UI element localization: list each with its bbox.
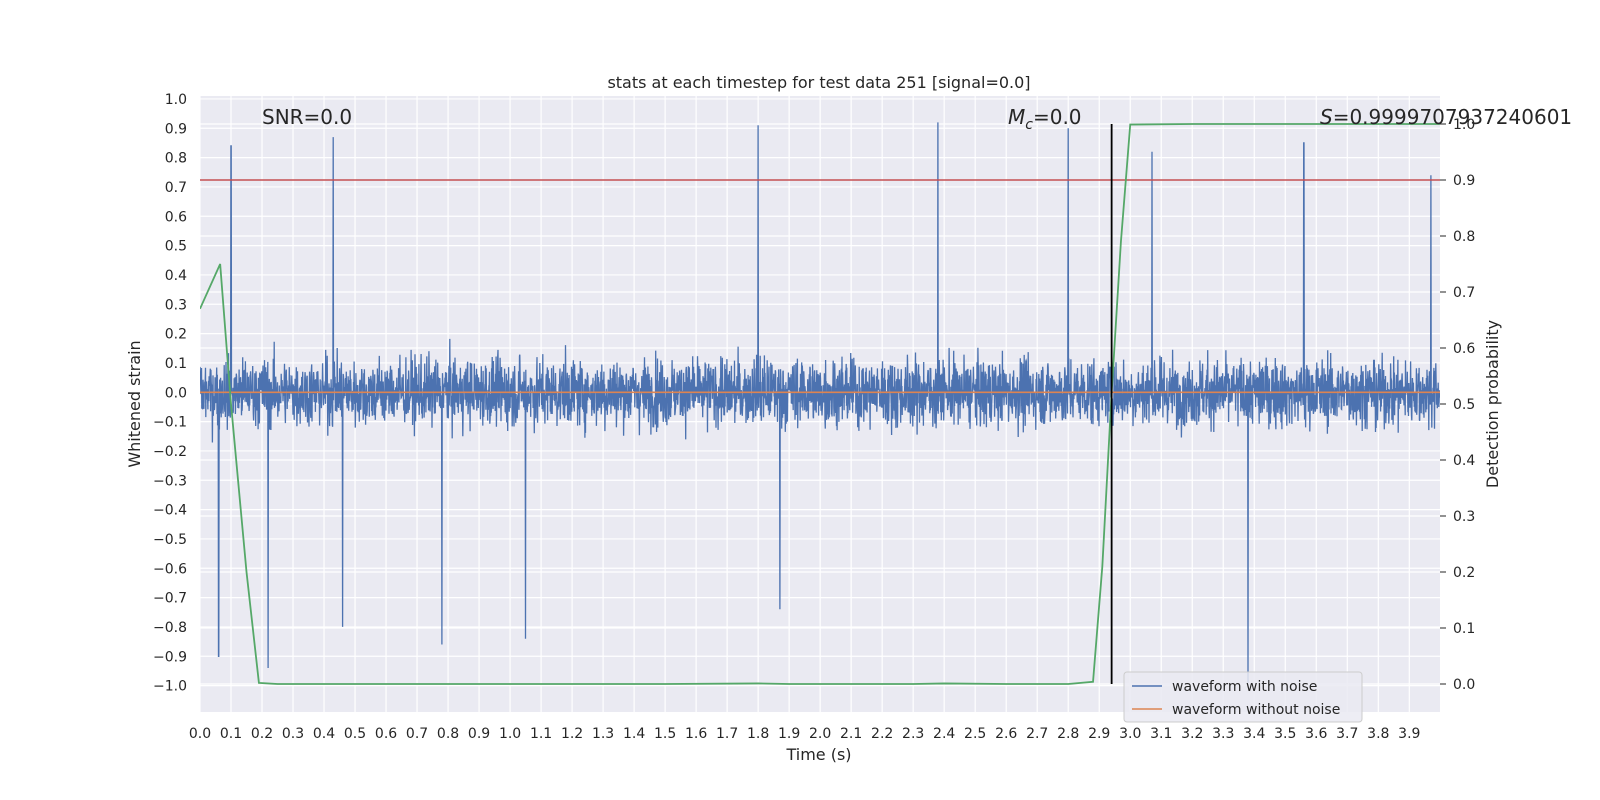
y-tick-label: 0.6	[165, 209, 187, 225]
y-tick-label: −0.1	[153, 415, 187, 431]
y-tick-label-right: 0.8	[1453, 229, 1475, 245]
x-tick-label: 1.3	[592, 726, 614, 742]
y-tick-label-right: 0.2	[1453, 565, 1475, 581]
y-tick-label-right: 0.3	[1453, 509, 1475, 525]
x-tick-label: 2.0	[809, 726, 831, 742]
y-tick-label-right: 0.9	[1453, 173, 1475, 189]
legend: waveform with noise waveform without noi…	[1123, 671, 1363, 723]
snr-annotation: SNR=0.0	[262, 105, 352, 129]
y-tick-label-right: 0.0	[1453, 677, 1475, 693]
x-tick-label: 2.5	[964, 726, 986, 742]
y-tick-label: −0.3	[153, 473, 187, 489]
y-tick-label: −0.7	[153, 591, 187, 607]
x-tick-label: 2.8	[1057, 726, 1079, 742]
legend-label-noisy: waveform with noise	[1172, 679, 1317, 695]
series-layer	[200, 122, 1440, 685]
chirp-mass-annotation: Mc=0.0	[1008, 105, 1082, 133]
x-tick-label: 2.7	[1026, 726, 1048, 742]
chart-title: stats at each timestep for test data 251…	[607, 73, 1030, 92]
x-tick-label: 3.0	[1119, 726, 1141, 742]
x-tick-label: 2.3	[902, 726, 924, 742]
x-tick-label: 1.4	[623, 726, 645, 742]
x-axis-label: Time (s)	[785, 745, 851, 764]
y-tick-label-right: 0.1	[1453, 621, 1475, 637]
y-ticks-right: 1.0 0.9 0.8 0.7 0.6 0.5 0.4 0.3 0.2 0.1 0.0	[1440, 117, 1475, 693]
x-tick-label: 0.6	[375, 726, 397, 742]
x-tick-label: 1.0	[499, 726, 521, 742]
x-tick-label: 1.7	[716, 726, 738, 742]
x-tick-label: 0.2	[251, 726, 273, 742]
x-tick-label: 3.6	[1305, 726, 1327, 742]
y-tick-label: −1.0	[153, 679, 187, 695]
y-tick-label-right: 0.7	[1453, 285, 1475, 301]
y-tick-label-right: 1.0	[1453, 117, 1475, 133]
x-tick-label: 3.9	[1398, 726, 1420, 742]
y-tick-label-right: 0.6	[1453, 341, 1475, 357]
x-tick-label: 2.1	[840, 726, 862, 742]
x-tick-label: 0.0	[189, 726, 211, 742]
x-tick-label: 3.2	[1181, 726, 1203, 742]
x-tick-label: 1.5	[654, 726, 676, 742]
y-tick-label: 0.1	[165, 356, 187, 372]
y-tick-label: 1.0	[165, 92, 187, 108]
score-annotation: S=0.9999707937240601	[1320, 105, 1572, 129]
y-axis-label: Whitened strain	[125, 340, 144, 467]
y-tick-label: 0.9	[165, 121, 187, 137]
y-tick-label: −0.8	[153, 620, 187, 636]
y-tick-label: −0.2	[153, 444, 187, 460]
x-tick-label: 2.2	[871, 726, 893, 742]
x-tick-label: 2.4	[933, 726, 955, 742]
legend-label-clean: waveform without noise	[1172, 702, 1340, 718]
y-tick-label-right: 0.5	[1453, 397, 1475, 413]
x-tick-label: 2.6	[995, 726, 1017, 742]
x-tick-label: 1.8	[747, 726, 769, 742]
y-tick-label: 0.5	[165, 239, 187, 255]
x-tick-label: 1.2	[561, 726, 583, 742]
x-tick-label: 3.8	[1367, 726, 1389, 742]
y-tick-label: 0.4	[165, 268, 187, 284]
y-tick-label: 0.8	[165, 151, 187, 167]
x-tick-label: 3.4	[1243, 726, 1265, 742]
x-tick-label: 3.3	[1212, 726, 1234, 742]
y-tick-label: 0.0	[165, 385, 187, 401]
y-axis-label-right: Detection probability	[1483, 320, 1502, 488]
series-detection-probability	[200, 123, 1440, 685]
x-tick-label: 0.7	[406, 726, 428, 742]
x-tick-label: 1.9	[778, 726, 800, 742]
y-tick-label: 0.3	[165, 297, 187, 313]
x-tick-label: 3.1	[1150, 726, 1172, 742]
y-tick-label: −0.9	[153, 649, 187, 665]
y-tick-label: 0.2	[165, 327, 187, 343]
x-tick-label: 0.9	[468, 726, 490, 742]
x-tick-label: 1.1	[530, 726, 552, 742]
series-waveform-with-noise	[200, 122, 1440, 683]
y-tick-label: −0.5	[153, 532, 187, 548]
x-tick-label: 3.7	[1336, 726, 1358, 742]
x-tick-label: 0.5	[344, 726, 366, 742]
y-tick-label: −0.6	[153, 561, 187, 577]
x-tick-label: 2.9	[1088, 726, 1110, 742]
x-tick-label: 0.3	[282, 726, 304, 742]
y-ticks: 1.0 0.9 0.8 0.7 0.6 0.5 0.4 0.3 0.2 0.1 0.0 −0.1 −0.…	[153, 92, 187, 695]
y-tick-label-right: 0.4	[1453, 453, 1475, 469]
x-tick-label: 3.5	[1274, 726, 1296, 742]
x-tick-label: 1.6	[685, 726, 707, 742]
y-tick-label: −0.4	[153, 503, 187, 519]
x-tick-label: 0.4	[313, 726, 335, 742]
y-tick-label: 0.7	[165, 180, 187, 196]
legend-box	[1123, 671, 1363, 723]
grid-y	[200, 98, 1440, 687]
x-ticks: 0.0 0.1 0.2 0.3 0.4 0.5 0.6 0.7 0.8 0.9 1.0 1.1 1.2 1…	[189, 726, 1421, 742]
x-tick-label: 0.1	[220, 726, 242, 742]
x-tick-label: 0.8	[437, 726, 459, 742]
